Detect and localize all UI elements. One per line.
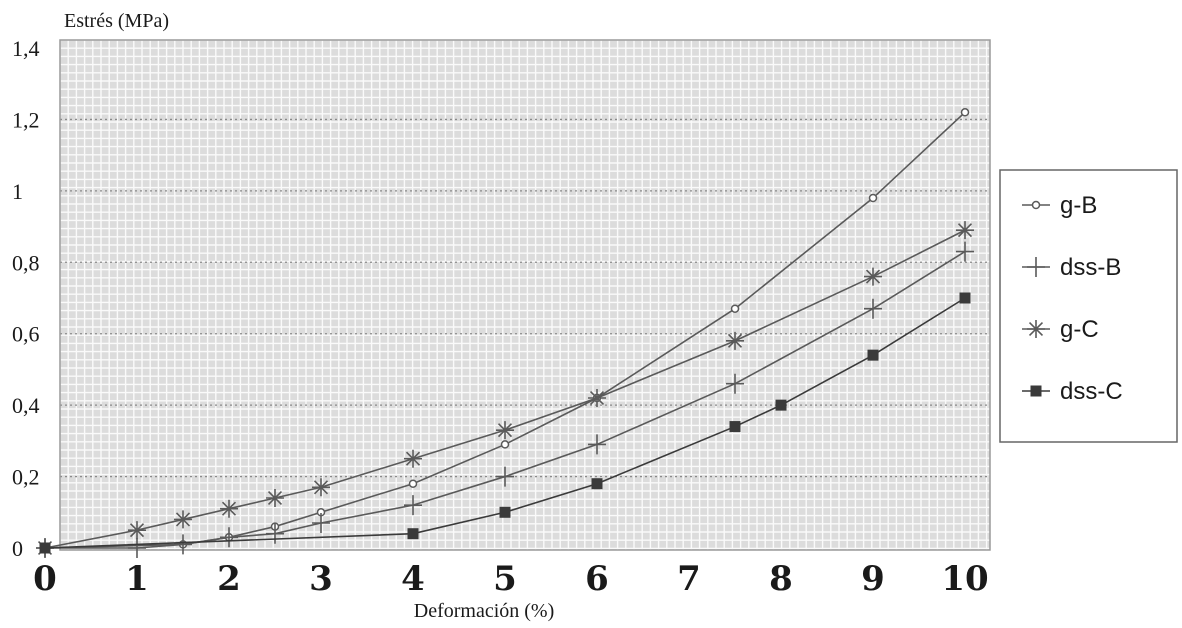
legend-marker-g-C [1027, 320, 1045, 338]
data-point-g-B [500, 440, 510, 449]
x-tick-label: 8 [769, 559, 793, 599]
data-point-dss-B [404, 495, 422, 516]
y-tick-label: 0 [12, 536, 23, 561]
y-axis-label: Estrés (MPa) [64, 10, 169, 32]
legend-box [999, 169, 1178, 443]
data-point-dss-B [588, 434, 606, 455]
legend-label-dss-C: dss-C [1060, 378, 1123, 405]
series-dss-B [36, 241, 974, 558]
data-point-dss-C [775, 399, 787, 411]
data-point-g-C [726, 331, 744, 350]
data-point-dss-B [864, 298, 882, 319]
data-point-dss-B [312, 513, 330, 533]
data-point-dss-C [407, 528, 419, 540]
legend-marker-dss-B [1027, 257, 1045, 277]
legend-entry-g-B: g-B [1022, 192, 1097, 219]
data-point-g-B [730, 304, 740, 313]
x-tick-label: 4 [401, 559, 425, 599]
data-point-dss-C [959, 292, 971, 304]
legend: g-B dss-B g-C dss-C [999, 169, 1178, 443]
legend-label-dss-B: dss-B [1060, 254, 1121, 281]
series-dss-C [39, 292, 971, 554]
data-point-g-C [588, 389, 606, 407]
data-point-g-C [128, 521, 146, 540]
y-tick-label: 1,4 [12, 36, 40, 61]
x-tick-label: 10 [941, 559, 988, 599]
data-point-dss-B [496, 466, 514, 487]
data-point-dss-C [729, 421, 741, 433]
data-point-dss-C [499, 506, 511, 518]
legend-label-g-C: g-C [1060, 316, 1099, 343]
data-point-g-B [868, 193, 878, 203]
data-point-dss-B [266, 523, 284, 544]
series-line-g-C [44, 229, 966, 549]
legend-marker-dss-C [1030, 385, 1042, 397]
legend-marker-g-B [1031, 200, 1041, 210]
x-tick-labels: 0 1 2 3 4 5 6 7 8 9 10 [33, 559, 989, 599]
y-tick-label: 1,2 [12, 107, 40, 132]
x-tick-label: 5 [493, 559, 517, 599]
y-tick-labels: 0 0,2 0,4 0,6 0,8 1 1,2 1,4 [12, 36, 40, 561]
data-point-dss-B [174, 534, 192, 555]
legend-entry-dss-C: dss-C [1022, 378, 1123, 405]
data-point-dss-C [39, 542, 51, 554]
major-grid [60, 118, 990, 478]
x-tick-label: 9 [861, 559, 885, 599]
x-tick-label: 7 [677, 559, 701, 599]
data-point-g-C [956, 221, 974, 240]
y-tick-label: 0,4 [12, 393, 40, 418]
series-layer [36, 108, 974, 558]
data-point-g-C [266, 489, 284, 507]
x-tick-label: 1 [125, 559, 149, 599]
data-point-g-C [496, 421, 514, 440]
data-point-g-C [312, 478, 330, 497]
data-point-dss-C [591, 478, 603, 490]
data-point-dss-B [726, 373, 744, 394]
x-tick-label: 3 [309, 559, 333, 599]
plot-border [59, 39, 991, 551]
data-point-g-C [404, 449, 422, 468]
data-point-g-C [174, 510, 192, 529]
series-line-dss-C [44, 297, 966, 549]
x-tick-label: 2 [217, 559, 241, 599]
y-tick-label: 0,6 [12, 322, 40, 347]
legend-entry-dss-B: dss-B [1022, 254, 1121, 281]
y-tick-label: 0,2 [12, 465, 40, 490]
x-tick-label: 6 [585, 559, 609, 599]
x-tick-label: 0 [33, 559, 57, 599]
data-point-dss-B [956, 241, 974, 262]
data-point-dss-C [867, 349, 879, 361]
legend-entry-g-C: g-C [1022, 316, 1099, 343]
data-point-g-C [864, 267, 882, 286]
plot-frame [59, 39, 991, 551]
data-point-g-B [960, 108, 970, 117]
data-point-g-B [408, 479, 418, 488]
legend-label-g-B: g-B [1060, 192, 1097, 219]
x-axis-label: Deformación (%) [414, 600, 555, 622]
y-tick-label: 0,8 [12, 250, 40, 275]
data-point-dss-B [220, 527, 238, 548]
data-point-g-C [220, 499, 238, 518]
y-tick-label: 1 [12, 179, 23, 204]
data-point-dss-B [128, 538, 146, 558]
